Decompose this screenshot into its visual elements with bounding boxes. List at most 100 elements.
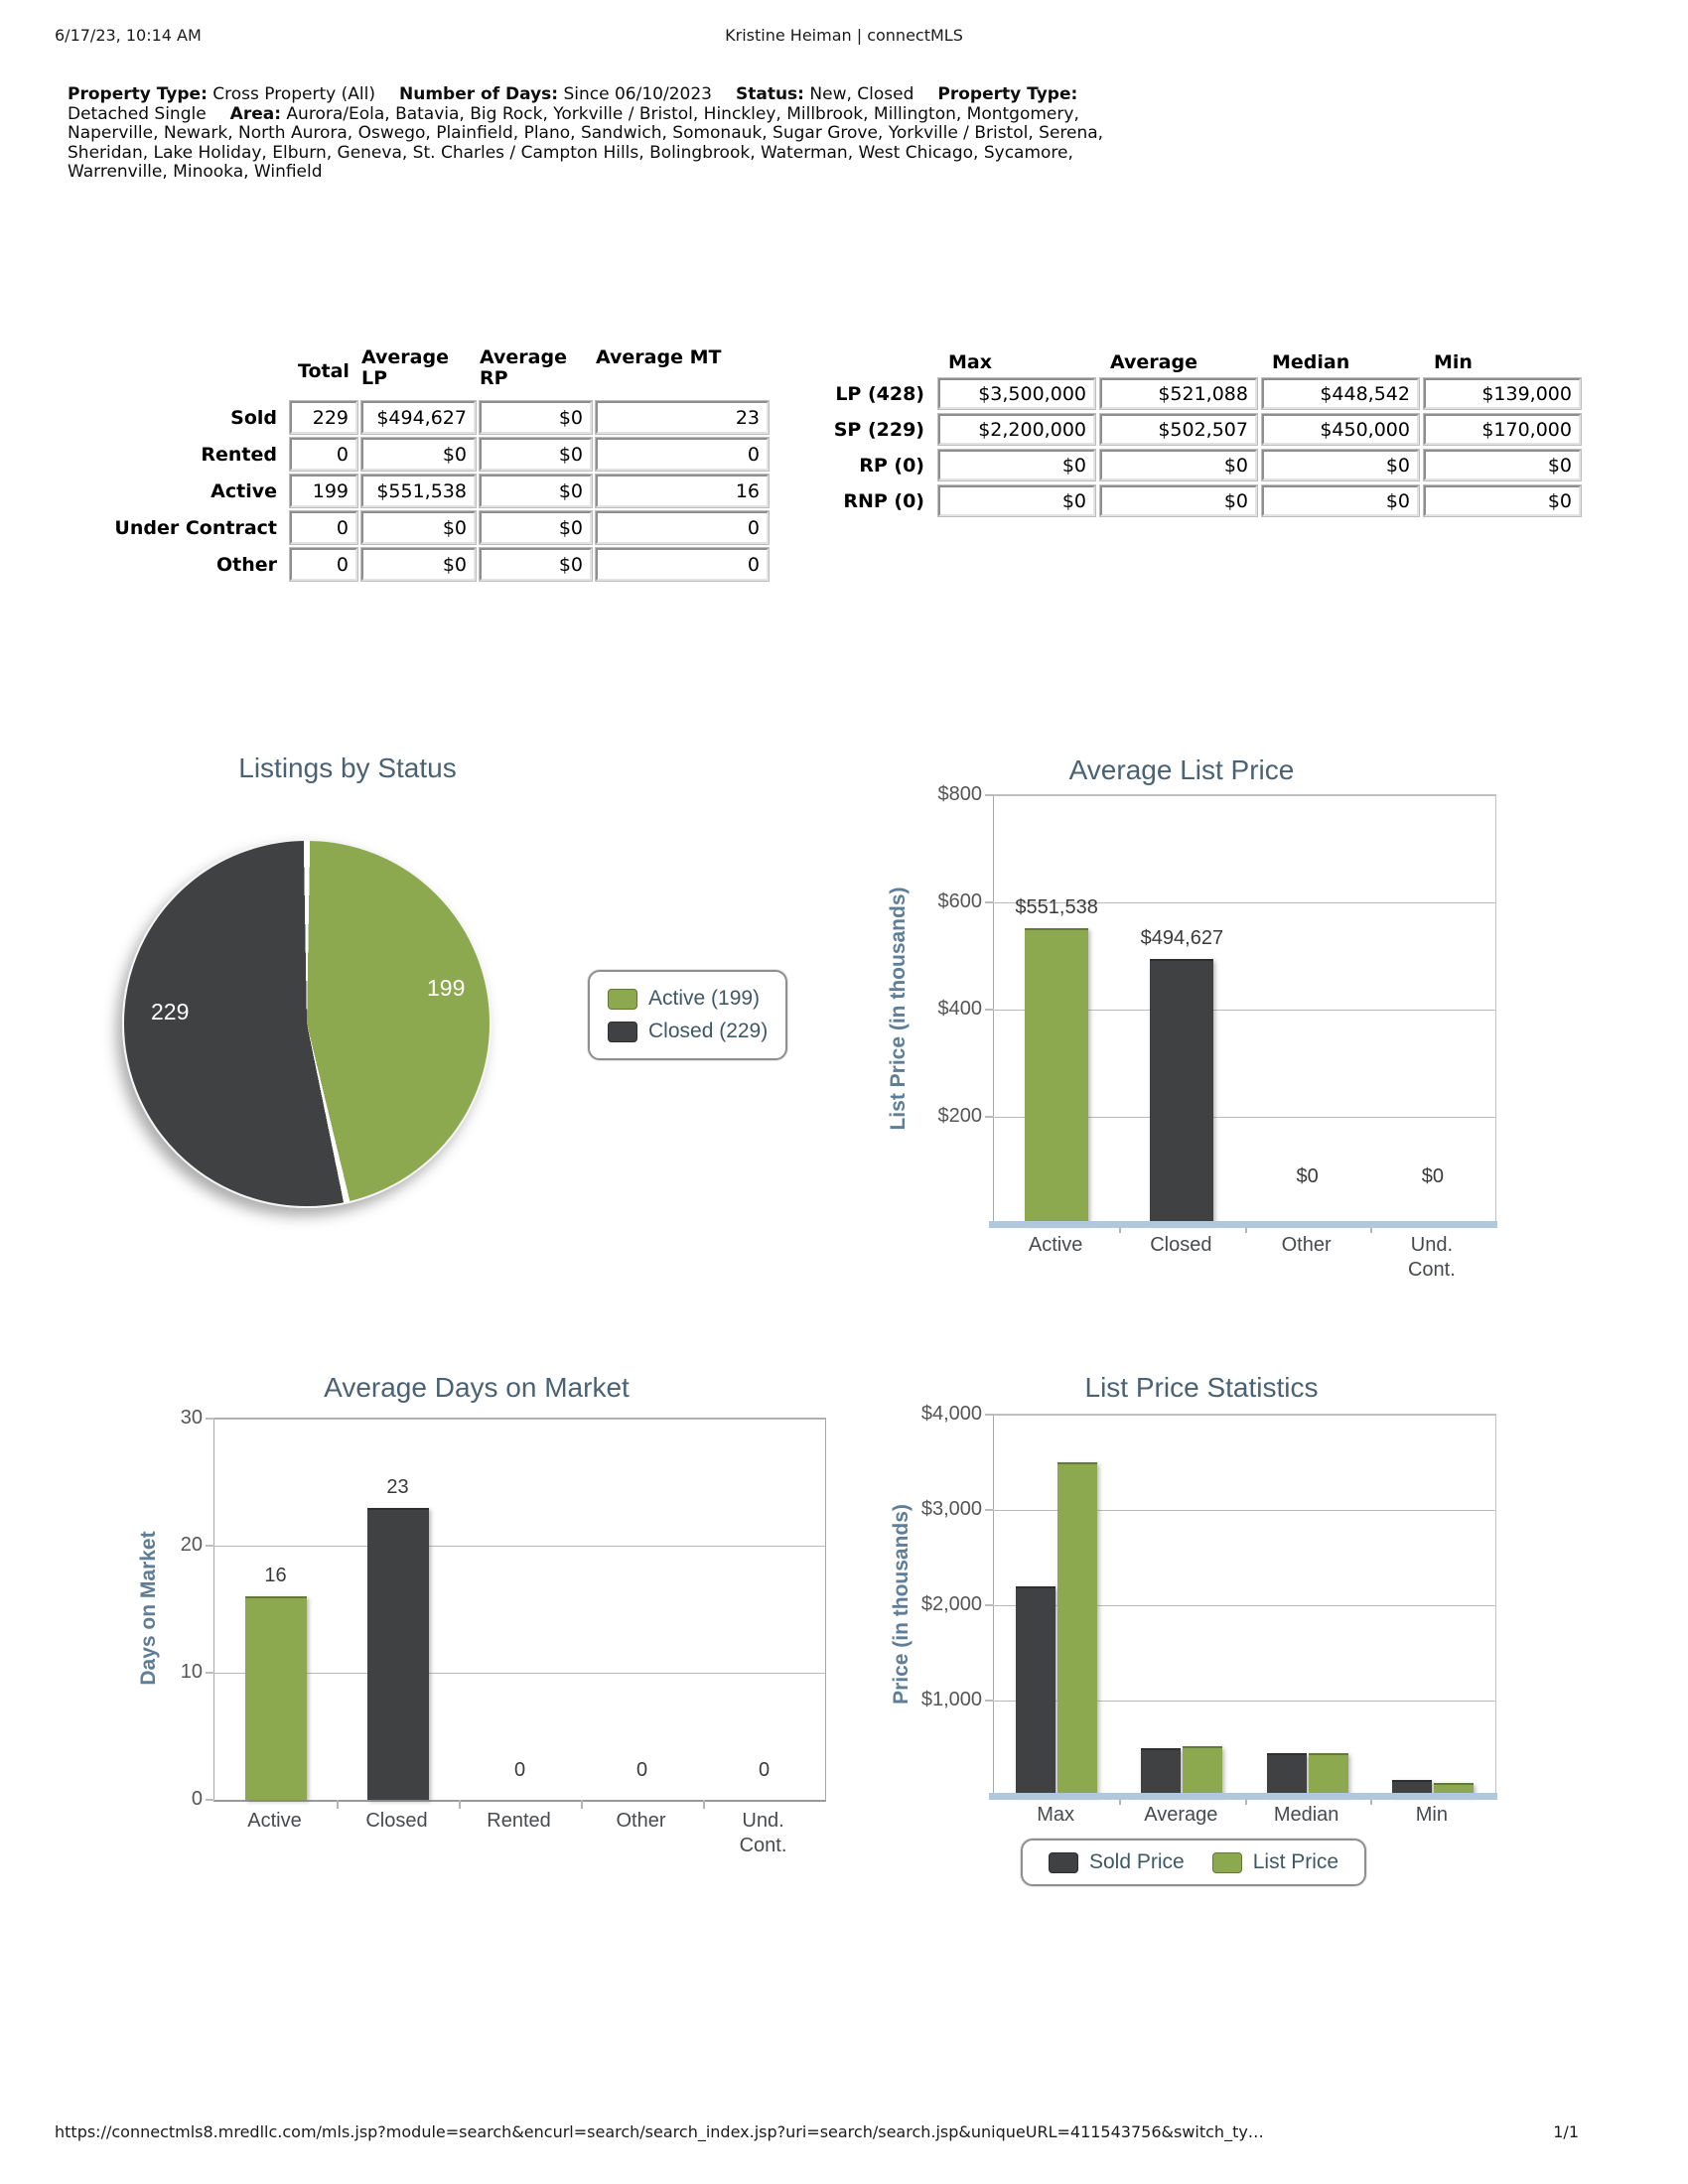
gridline bbox=[994, 1415, 1495, 1416]
cell-under-contract-total: 0 bbox=[289, 510, 358, 545]
average-list-price-chart: Average List Price List Price (in thousa… bbox=[854, 745, 1509, 1320]
print-title: Kristine Heiman | connectMLS bbox=[725, 26, 963, 45]
row-label-under-contract: Under Contract bbox=[114, 516, 277, 539]
x-axis-tick bbox=[1369, 1796, 1372, 1805]
bar-slot-und-cont: 0 bbox=[703, 1419, 825, 1800]
x-axis-category-label: Median bbox=[1273, 1804, 1339, 1826]
chart-title: Average List Price bbox=[1068, 754, 1295, 785]
cell-rp-average: $0 bbox=[1099, 449, 1258, 481]
gridline bbox=[994, 1010, 1495, 1011]
bar-value-label: $551,538 bbox=[1015, 896, 1098, 919]
column-header-total: Total bbox=[298, 360, 350, 383]
y-axis-tick-label: $600 bbox=[937, 890, 983, 912]
y-axis-tick-label: $3,000 bbox=[920, 1498, 982, 1520]
bar-list-price-average bbox=[1183, 1745, 1223, 1796]
y-axis-tick bbox=[985, 794, 994, 796]
cell-rnp-average: $0 bbox=[1099, 484, 1258, 517]
bar-active bbox=[1025, 928, 1089, 1224]
legend-label-sold-price: Sold Price bbox=[1089, 1850, 1185, 1873]
legend-label-active: Active (199) bbox=[648, 987, 761, 1010]
x-axis-tick bbox=[581, 1800, 583, 1809]
bar-value-label: 23 bbox=[386, 1475, 409, 1498]
column-header-max: Max bbox=[948, 350, 992, 373]
y-axis-tick bbox=[985, 1509, 994, 1511]
row-label-sold: Sold bbox=[230, 406, 277, 429]
cell-rnp-max: $0 bbox=[937, 484, 1096, 517]
plot-area: 30 20 10 0 16 23 0 0 0 bbox=[181, 1407, 826, 1810]
cell-rnp-median: $0 bbox=[1261, 484, 1420, 517]
y-axis-tick bbox=[985, 1116, 994, 1118]
x-axis: Active Closed Rented Other Und. Cont. bbox=[213, 1809, 824, 1858]
print-timestamp: 6/17/23, 10:14 AM bbox=[55, 26, 202, 45]
cell-lp-min: $139,000 bbox=[1423, 377, 1582, 410]
cell-rented-avg-lp: $0 bbox=[360, 437, 477, 472]
gridline bbox=[994, 1701, 1495, 1702]
criteria-segment: Number of Days: Since 06/10/2023 bbox=[398, 84, 712, 104]
gridline bbox=[994, 1117, 1495, 1118]
y-axis-tick bbox=[985, 1604, 994, 1606]
bar-slot-other: $0 bbox=[1245, 795, 1370, 1224]
bar-sold-price-min bbox=[1391, 1779, 1432, 1796]
bar-slot-closed: $494,627 bbox=[1119, 795, 1244, 1224]
gridline bbox=[994, 795, 1495, 796]
column-header-median: Median bbox=[1272, 350, 1350, 373]
column-header-blank bbox=[789, 349, 933, 373]
legend-item-active: Active (199) bbox=[608, 987, 768, 1011]
bar-sold-price-max bbox=[1016, 1585, 1056, 1796]
x-axis-tick bbox=[459, 1800, 461, 1809]
cell-sp-median: $450,000 bbox=[1261, 413, 1420, 446]
y-axis-tick bbox=[985, 1009, 994, 1011]
bar-value-label: 0 bbox=[635, 1759, 648, 1781]
bar-list-price-median bbox=[1308, 1752, 1348, 1796]
x-axis-category-label: Other bbox=[1281, 1234, 1332, 1256]
y-axis-tick-label: $800 bbox=[937, 783, 983, 805]
y-axis-tick-label: 20 bbox=[180, 1534, 203, 1557]
chart-title: Listings by Status bbox=[238, 752, 457, 783]
list-price-swatch bbox=[1211, 1851, 1242, 1873]
criteria-segment: Property Type: Cross Property (All) bbox=[68, 84, 375, 104]
y-axis-tick bbox=[206, 1672, 214, 1675]
y-axis-tick-label: $4,000 bbox=[920, 1403, 982, 1425]
gridline bbox=[994, 1510, 1495, 1511]
bar-value-label: 0 bbox=[758, 1759, 771, 1781]
pie-slice-label-active: 199 bbox=[427, 975, 466, 1001]
x-axis-category-label: Closed bbox=[365, 1810, 428, 1832]
x-axis-tick bbox=[1369, 1224, 1372, 1233]
bar-sold-price-median bbox=[1266, 1752, 1307, 1796]
row-label-rnp: RNP (0) bbox=[843, 489, 924, 512]
price-legend: Sold Price List Price bbox=[1021, 1839, 1367, 1886]
column-header-average-lp: Average LP bbox=[361, 346, 449, 390]
x-axis-tick bbox=[1244, 1796, 1247, 1805]
cell-sp-average: $502,507 bbox=[1099, 413, 1258, 446]
bar-active bbox=[244, 1596, 307, 1800]
pie bbox=[122, 839, 492, 1208]
y-axis-tick-label: $400 bbox=[937, 998, 983, 1020]
bar-closed bbox=[1150, 958, 1214, 1224]
listings-by-status-chart: Listings by Status 199 229 Active (199) … bbox=[99, 745, 854, 1340]
cell-sp-max: $2,200,000 bbox=[937, 413, 1096, 446]
cell-under-contract-avg-lp: $0 bbox=[360, 510, 477, 545]
x-axis-category-label: Average bbox=[1144, 1804, 1218, 1826]
cell-other-total: 0 bbox=[289, 547, 358, 582]
x-axis-tick bbox=[337, 1800, 339, 1809]
legend-label-list-price: List Price bbox=[1252, 1850, 1339, 1873]
column-header-average: Average bbox=[1110, 350, 1197, 373]
row-label-rented: Rented bbox=[201, 443, 277, 466]
cell-rp-min: $0 bbox=[1423, 449, 1582, 481]
x-axis-tick bbox=[1244, 1224, 1247, 1233]
x-axis-category-label: Active bbox=[1028, 1234, 1083, 1256]
search-criteria: Property Type: Cross Property (All) Numbe… bbox=[68, 84, 1155, 183]
gridline bbox=[214, 1673, 825, 1675]
x-axis-category-label: Rented bbox=[487, 1810, 551, 1832]
cell-rp-max: $0 bbox=[937, 449, 1096, 481]
cell-sold-avg-rp: $0 bbox=[479, 400, 593, 435]
cell-lp-max: $3,500,000 bbox=[937, 377, 1096, 410]
active-swatch bbox=[608, 988, 637, 1010]
cell-other-avg-rp: $0 bbox=[479, 547, 593, 582]
legend-item-closed: Closed (229) bbox=[608, 1020, 768, 1043]
x-axis-tick bbox=[1119, 1224, 1122, 1233]
cell-lp-average: $521,088 bbox=[1099, 377, 1258, 410]
y-axis-tick bbox=[985, 901, 994, 903]
column-header-average-mt: Average MT bbox=[596, 346, 722, 368]
pie-slice-label-closed: 229 bbox=[151, 999, 190, 1024]
